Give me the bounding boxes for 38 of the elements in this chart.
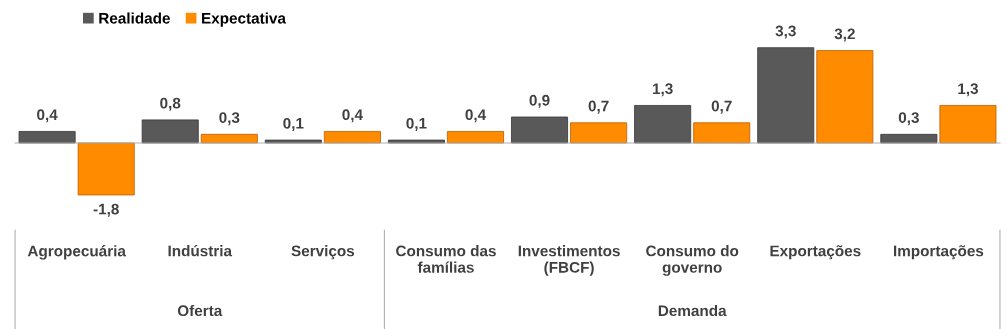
x-tick-label: Serviços — [291, 245, 355, 260]
data-label: -1,8 — [93, 203, 119, 217]
bar — [18, 131, 76, 144]
bar — [570, 122, 628, 144]
data-label: 1,3 — [958, 83, 979, 97]
bar — [634, 105, 692, 144]
bar — [939, 105, 997, 144]
data-label: 0,4 — [37, 109, 58, 123]
x-tick-label: Agropecuária — [27, 245, 126, 260]
data-label: 0,7 — [711, 100, 732, 114]
bar — [77, 142, 135, 196]
legend-label: Realidade — [99, 12, 170, 24]
bar — [816, 50, 874, 144]
text: Oferta — [177, 304, 223, 317]
data-label: 0,8 — [160, 97, 181, 111]
bar — [511, 116, 569, 144]
x-tick-label: Importações — [894, 245, 984, 260]
x-tick-label: Exportações — [770, 245, 861, 260]
legend-label: Expectativa — [202, 12, 287, 27]
data-label: 0,1 — [406, 117, 427, 131]
bar — [693, 122, 751, 144]
data-label: 0,4 — [465, 109, 487, 123]
data-label: 0,9 — [529, 94, 550, 108]
data-label: 0,1 — [283, 117, 304, 131]
x-tick-label: Investimentos (FBCF) — [518, 245, 620, 276]
x-tick-label: Indústria — [168, 244, 233, 257]
data-label: 3,2 — [834, 28, 855, 42]
bar — [757, 47, 815, 144]
data-label: 3,3 — [775, 25, 796, 39]
data-label: 0,7 — [588, 100, 609, 114]
text: Demanda — [658, 304, 727, 317]
x-tick-label: Consumo do governo — [646, 245, 739, 276]
data-label: 1,3 — [652, 83, 673, 97]
data-label: 0,3 — [898, 112, 919, 126]
x-tick-label: Consumo das famílias — [396, 245, 496, 273]
data-label: 0,4 — [342, 109, 363, 123]
bar — [141, 119, 199, 144]
data-label: 0,3 — [219, 112, 240, 126]
